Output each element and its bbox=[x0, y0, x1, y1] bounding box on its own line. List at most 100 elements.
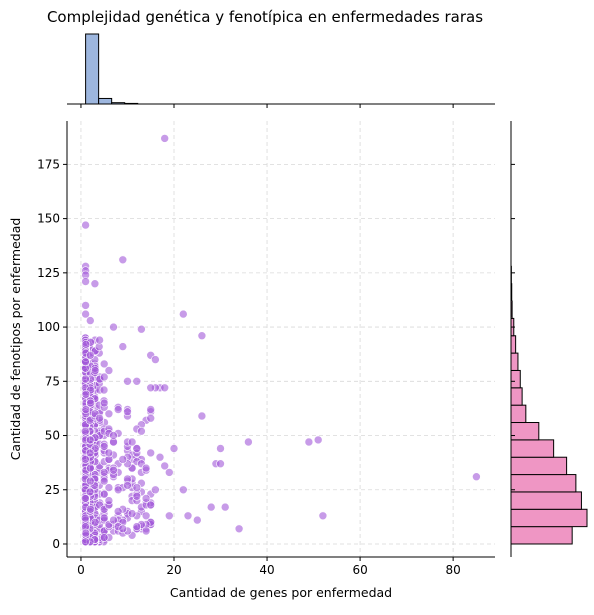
scatter-point bbox=[147, 406, 155, 414]
y-tick-label: 0 bbox=[52, 537, 60, 551]
scatter-point bbox=[82, 529, 90, 537]
scatter-point bbox=[305, 438, 313, 446]
scatter-point bbox=[86, 436, 94, 444]
scatter-point bbox=[137, 427, 145, 435]
scatter-point bbox=[217, 460, 225, 468]
scatter-point bbox=[91, 280, 99, 288]
scatter-point bbox=[91, 367, 99, 375]
scatter-point bbox=[100, 386, 108, 394]
scatter-point bbox=[161, 134, 169, 142]
marginal-y-bar bbox=[511, 423, 539, 440]
scatter-point bbox=[82, 278, 90, 286]
x-tick-label: 20 bbox=[166, 563, 181, 577]
scatter-point bbox=[147, 384, 155, 392]
scatter-point bbox=[133, 523, 141, 531]
scatter-point bbox=[151, 486, 159, 494]
x-tick-label: 60 bbox=[352, 563, 367, 577]
scatter-point bbox=[81, 427, 89, 435]
y-axis-label: Cantidad de fenotipos por enfermedad bbox=[8, 218, 23, 461]
scatter-point bbox=[119, 256, 127, 264]
scatter-point bbox=[193, 516, 201, 524]
scatter-point bbox=[114, 507, 122, 515]
scatter-point bbox=[81, 455, 89, 463]
scatter-point bbox=[82, 406, 90, 414]
scatter-point bbox=[105, 367, 113, 375]
scatter-point bbox=[81, 494, 89, 502]
x-tick-label: 40 bbox=[259, 563, 274, 577]
scatter-point bbox=[235, 525, 243, 533]
scatter-point bbox=[82, 538, 90, 546]
scatter-point bbox=[184, 512, 192, 520]
scatter-point bbox=[179, 310, 187, 318]
scatter-point bbox=[114, 486, 122, 494]
marginal-y-bar bbox=[511, 405, 526, 422]
scatter-point bbox=[114, 406, 122, 414]
scatter-point bbox=[179, 486, 187, 494]
marginal-y-bar bbox=[511, 440, 554, 457]
scatter-point bbox=[133, 484, 141, 492]
scatter-point bbox=[170, 445, 178, 453]
scatter-point bbox=[82, 375, 90, 383]
marginal-y-bar bbox=[511, 336, 516, 353]
scatter-point bbox=[207, 503, 215, 511]
scatter-point bbox=[87, 505, 95, 513]
scatter-point bbox=[119, 455, 127, 463]
scatter-point bbox=[110, 323, 118, 331]
scatter-point bbox=[82, 221, 90, 229]
scatter-point bbox=[165, 512, 173, 520]
marginal-y-bar bbox=[511, 388, 522, 405]
marginal-x-histogram bbox=[86, 34, 138, 104]
scatter-point bbox=[147, 414, 155, 422]
scatter-point bbox=[151, 356, 159, 364]
x-tick-label: 80 bbox=[445, 563, 460, 577]
marginal-y-bar bbox=[511, 509, 587, 526]
scatter-points bbox=[81, 134, 480, 545]
scatter-point bbox=[128, 510, 136, 518]
scatter-point bbox=[217, 445, 225, 453]
marginal-y-bar bbox=[511, 492, 581, 509]
y-tick-label: 125 bbox=[37, 266, 60, 280]
scatter-point bbox=[81, 514, 89, 522]
scatter-point bbox=[100, 468, 108, 476]
scatter-point bbox=[319, 512, 327, 520]
scatter-point bbox=[133, 377, 141, 385]
marginal-y-bar bbox=[511, 370, 520, 387]
scatter-point bbox=[142, 527, 150, 535]
scatter-point bbox=[96, 336, 104, 344]
scatter-point bbox=[100, 534, 108, 542]
marginal-y-bar bbox=[511, 457, 567, 474]
scatter-point bbox=[314, 436, 322, 444]
scatter-point bbox=[96, 414, 104, 422]
scatter-point bbox=[161, 384, 169, 392]
scatter-point bbox=[119, 525, 127, 533]
scatter-point bbox=[100, 514, 108, 522]
scatter-point bbox=[105, 497, 113, 505]
marginal-x-bar bbox=[99, 98, 112, 104]
scatter-point bbox=[133, 492, 141, 500]
scatter-point bbox=[124, 377, 132, 385]
scatter-point bbox=[124, 408, 132, 416]
scatter-point bbox=[137, 325, 145, 333]
scatter-point bbox=[128, 438, 136, 446]
scatter-point bbox=[82, 301, 90, 309]
scatter-point bbox=[142, 464, 150, 472]
scatter-point bbox=[100, 477, 108, 485]
scatter-point bbox=[156, 453, 164, 461]
scatter-point bbox=[86, 317, 94, 325]
scatter-point bbox=[105, 410, 113, 418]
y-tick-label: 175 bbox=[37, 157, 60, 171]
chart-title: Complejidad genética y fenotípica en enf… bbox=[0, 8, 530, 26]
scatter-point bbox=[86, 477, 94, 485]
scatter-point bbox=[198, 332, 206, 340]
scatter-point bbox=[86, 351, 94, 359]
scatter-point bbox=[472, 473, 480, 481]
y-tick-label: 150 bbox=[37, 212, 60, 226]
y-tick-label: 100 bbox=[37, 320, 60, 334]
scatter-point bbox=[198, 412, 206, 420]
y-tick-label: 75 bbox=[45, 374, 60, 388]
scatter-point bbox=[244, 438, 252, 446]
scatter-point bbox=[110, 466, 118, 474]
scatter-point bbox=[119, 343, 127, 351]
